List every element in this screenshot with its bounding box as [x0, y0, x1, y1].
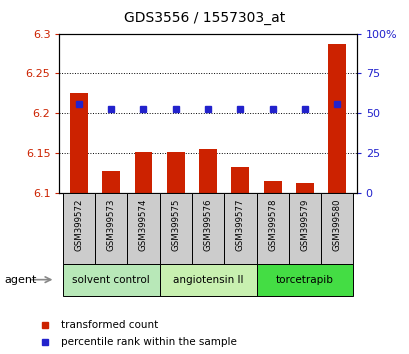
Text: GSM399580: GSM399580	[332, 199, 341, 251]
Text: GSM399578: GSM399578	[267, 199, 276, 251]
Text: GSM399579: GSM399579	[300, 199, 309, 251]
Bar	[288, 193, 320, 264]
Text: transformed count: transformed count	[61, 320, 158, 330]
Text: GSM399574: GSM399574	[139, 199, 148, 251]
Bar	[328, 44, 345, 193]
Text: GDS3556 / 1557303_at: GDS3556 / 1557303_at	[124, 11, 285, 25]
Text: GSM399576: GSM399576	[203, 199, 212, 251]
Bar	[263, 181, 281, 193]
Bar	[199, 149, 216, 193]
Bar	[320, 193, 353, 264]
Bar	[224, 193, 256, 264]
Bar	[295, 183, 313, 193]
Bar	[256, 264, 353, 296]
Text: GSM399572: GSM399572	[74, 199, 83, 251]
Text: percentile rank within the sample: percentile rank within the sample	[61, 337, 236, 347]
Text: GSM399573: GSM399573	[106, 199, 115, 251]
Bar	[95, 193, 127, 264]
Bar	[159, 193, 191, 264]
Text: angiotensin II: angiotensin II	[173, 275, 243, 285]
Bar	[63, 193, 95, 264]
Bar	[102, 171, 120, 193]
Bar	[127, 193, 159, 264]
Bar	[166, 152, 184, 193]
Bar	[159, 264, 256, 296]
Text: GSM399577: GSM399577	[235, 199, 244, 251]
Text: GSM399575: GSM399575	[171, 199, 180, 251]
Bar	[70, 93, 88, 193]
Bar	[63, 264, 159, 296]
Bar	[256, 193, 288, 264]
Bar	[231, 167, 249, 193]
Bar	[191, 193, 224, 264]
Bar	[134, 152, 152, 193]
Text: solvent control: solvent control	[72, 275, 150, 285]
Text: agent: agent	[4, 275, 36, 285]
Text: torcetrapib: torcetrapib	[275, 275, 333, 285]
